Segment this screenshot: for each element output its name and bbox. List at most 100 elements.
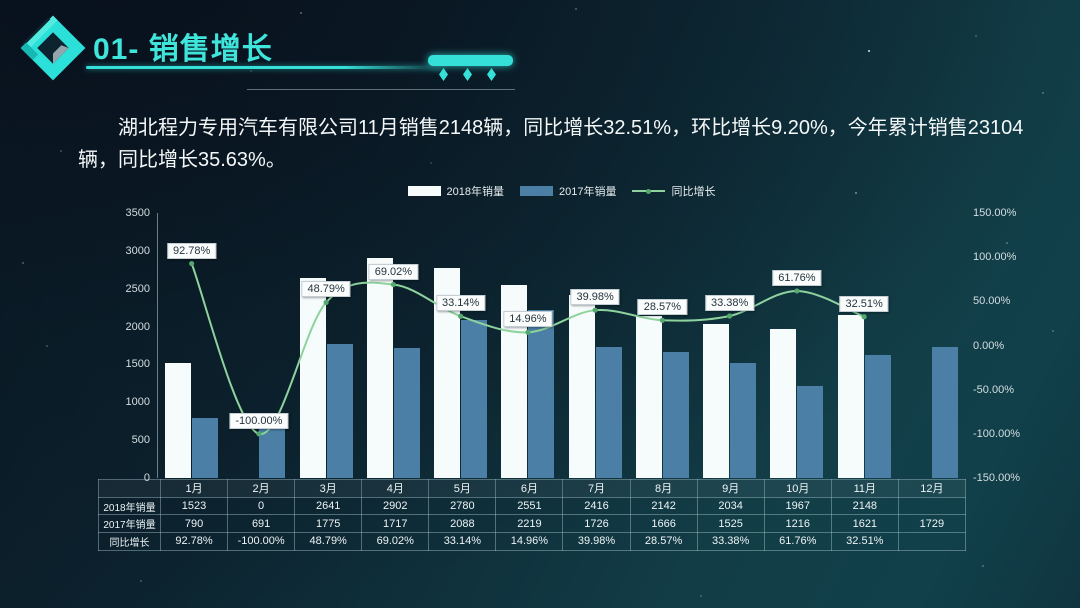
legend-item: 2017年销量	[520, 183, 616, 199]
left-axis-tick: 500	[131, 434, 150, 447]
summary-text: 湖北程力专用汽车有限公司11月销售2148辆，同比增长32.51%，环比增长9.…	[78, 117, 1024, 171]
bar-2018-8	[635, 315, 662, 478]
line-point	[189, 260, 195, 267]
month-header-cell: 5月	[428, 479, 497, 498]
table-cell: 2088	[428, 514, 497, 534]
bar-2017-10	[797, 385, 824, 478]
left-axis-tick: 1000	[125, 396, 150, 409]
line-point	[794, 288, 800, 294]
deco-bar	[428, 55, 513, 66]
line-point	[525, 329, 531, 335]
line-data-label: 39.98%	[570, 289, 620, 306]
bar-2017-1	[192, 418, 219, 478]
bar-2017-3	[326, 343, 353, 478]
line-point	[861, 314, 867, 320]
bar-2017-12	[931, 347, 958, 478]
table-cell: 2219	[495, 514, 564, 534]
table-cell: 1775	[294, 514, 363, 534]
table-cell: 28.57%	[629, 532, 698, 551]
right-axis-tick: -50.00%	[973, 383, 1014, 396]
bar-2018-10	[770, 329, 797, 478]
month-header-cell: 10月	[763, 479, 832, 498]
table-cell: 2902	[361, 496, 430, 516]
line-point	[390, 281, 396, 288]
table-cell: -100.00%	[227, 532, 296, 551]
legend-swatch-icon	[520, 186, 553, 196]
month-header-cell: 8月	[629, 479, 698, 498]
row-label-cell: 2017年销量	[98, 514, 161, 534]
growth-line	[189, 260, 867, 437]
legend-swatch-icon	[407, 186, 441, 196]
starfield-decoration	[0, 0, 2, 2]
table-cell: 2780	[428, 496, 497, 516]
legend-item: 2018年销量	[407, 183, 504, 199]
bar-2018-3	[299, 278, 326, 478]
deco-diamond-icon	[463, 68, 472, 81]
line-data-label: 48.79%	[301, 281, 351, 298]
line-point	[727, 313, 733, 319]
left-axis: 3500 3000 2500 2000 1500 1000 500 0	[88, 207, 150, 484]
right-axis-tick: 0.00%	[973, 339, 1005, 352]
left-axis-tick: 0	[143, 472, 150, 484]
line-point	[592, 307, 598, 313]
line-point	[256, 431, 262, 437]
table-cell: 1523	[159, 496, 229, 516]
diamond-logo-icon	[20, 15, 86, 81]
legend-line-icon	[632, 186, 666, 196]
line-point	[458, 313, 464, 319]
line-data-label: 92.78%	[166, 242, 217, 259]
line-point	[659, 317, 665, 323]
bar-2017-9	[730, 362, 757, 478]
table-cell: 32.51%	[830, 532, 899, 551]
deco-diamond-icon	[487, 68, 496, 81]
bar-2018-11	[837, 315, 864, 478]
line-point	[323, 299, 329, 306]
deco-diamond-icon	[439, 68, 448, 81]
page-title: 01- 销售增长	[93, 33, 273, 66]
month-header-cell: 12月	[897, 479, 966, 498]
table-cell: 1216	[763, 514, 832, 534]
table-cell: 691	[227, 514, 296, 534]
table-cell: 2551	[495, 496, 564, 516]
bar-2017-8	[662, 351, 689, 478]
left-axis-tick: 3500	[125, 207, 150, 219]
table-cell: 2142	[629, 496, 698, 516]
bar-2018-9	[703, 324, 730, 478]
bar-2017-4	[393, 348, 420, 478]
right-axis-tick: -150.00%	[973, 472, 1021, 484]
right-axis-tick: 100.00%	[973, 251, 1017, 264]
left-axis-tick: 2000	[125, 320, 150, 333]
bar-2018-7	[568, 295, 595, 478]
line-data-label: 33.38%	[704, 295, 755, 311]
right-axis-tick: 150.00%	[973, 207, 1017, 219]
data-table: 1月 2月 3月 4月 5月 6月 7月 8月 9月 10月 11月 12月 2018年销量 1523 0 2…	[98, 479, 966, 551]
month-header-cell: 9月	[696, 479, 765, 498]
table-cell: 1666	[629, 514, 698, 534]
bar-2018-4	[366, 258, 393, 478]
row-label-cell: 2018年销量	[98, 496, 161, 516]
bar-2017-6	[528, 310, 555, 478]
month-header-cell: 7月	[562, 479, 631, 498]
title-underline	[86, 66, 444, 69]
table-cell: 1726	[562, 514, 631, 534]
table-cell: 1967	[763, 496, 832, 516]
table-cell: 790	[159, 514, 229, 534]
line-data-label: 61.76%	[772, 269, 822, 286]
table-cell: 1729	[897, 514, 966, 534]
left-axis-tick: 1500	[125, 358, 150, 371]
line-data-label: 32.51%	[839, 295, 889, 312]
table-cell: 1621	[830, 514, 899, 534]
left-axis-tick: 3000	[125, 244, 150, 257]
bar-2018-1	[165, 362, 192, 478]
table-corner-cell	[98, 479, 161, 498]
table-row: 同比增长 92.78% -100.00% 48.79% 69.02% 33.14% 14.9…	[98, 532, 966, 551]
line-data-label: 69.02%	[368, 263, 419, 280]
table-cell: 39.98%	[562, 532, 631, 551]
table-cell: 48.79%	[294, 532, 363, 551]
table-row: 2018年销量 1523 0 2641 2902 2780 2551 2416 2142 2034…	[98, 496, 966, 516]
table-cell: 33.38%	[696, 532, 765, 551]
table-cell: 92.78%	[159, 532, 229, 551]
month-header-cell: 4月	[361, 479, 430, 498]
table-cell: 2148	[830, 496, 899, 516]
bar-2017-11	[864, 355, 891, 478]
